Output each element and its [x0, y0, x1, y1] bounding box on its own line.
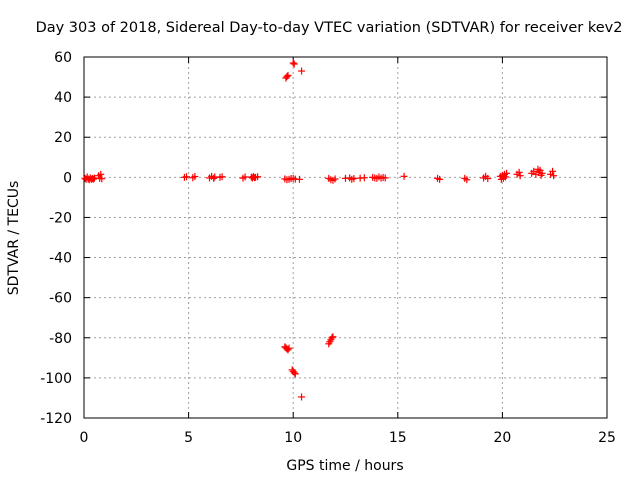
- y-tick-label: -20: [49, 210, 72, 226]
- data-point: [289, 59, 297, 67]
- data-point: [285, 344, 293, 352]
- data-point: [328, 334, 336, 342]
- data-point: [191, 173, 199, 181]
- data-point: [98, 175, 106, 183]
- y-tick-label: -120: [40, 411, 72, 427]
- y-tick-label: -40: [49, 251, 72, 267]
- y-tick-label: 40: [54, 90, 72, 106]
- data-point: [283, 73, 291, 81]
- data-point: [89, 175, 97, 183]
- data-point: [298, 393, 306, 401]
- x-tick-label: 5: [184, 430, 193, 446]
- data-point: [210, 174, 218, 182]
- x-tick-label: 20: [493, 430, 511, 446]
- data-point: [538, 169, 546, 177]
- data-point: [218, 173, 226, 181]
- data-point: [291, 370, 299, 378]
- data-point: [515, 168, 523, 176]
- data-point: [97, 170, 105, 178]
- plot-frame: [83, 56, 608, 419]
- data-point: [400, 172, 408, 180]
- x-tick-label: 0: [80, 430, 89, 446]
- x-axis-label: GPS time / hours: [286, 458, 403, 474]
- data-point: [516, 172, 524, 180]
- x-tick-label: 25: [598, 430, 616, 446]
- x-tick-label: 10: [284, 430, 302, 446]
- y-tick-label: 60: [54, 50, 72, 66]
- data-point: [436, 175, 444, 183]
- y-tick-label: 20: [54, 130, 72, 146]
- data-point: [254, 173, 262, 181]
- data-point: [360, 174, 368, 182]
- x-tick-label: 15: [389, 430, 407, 446]
- data-point: [549, 167, 557, 175]
- data-point: [381, 174, 389, 182]
- y-axis-label: SDTVAR / TECUs: [6, 181, 22, 296]
- data-point: [463, 176, 471, 184]
- data-point: [284, 346, 292, 354]
- data-point: [502, 173, 510, 181]
- data-point: [350, 175, 358, 183]
- chart-title: Day 303 of 2018, Sidereal Day-to-day VTE…: [36, 20, 623, 36]
- data-point: [298, 67, 306, 75]
- y-tick-label: -100: [40, 371, 72, 387]
- grid-layer: [84, 57, 607, 418]
- y-tick-label: 0: [63, 170, 72, 186]
- data-point: [183, 173, 191, 181]
- data-point: [295, 175, 303, 183]
- data-point: [290, 369, 298, 377]
- data-point: [484, 175, 492, 183]
- data-point: [290, 60, 298, 68]
- y-tick-label: -80: [49, 331, 72, 347]
- tick-layer: -120 -100 -80 -60 -40 -20 0 20 40 60 0 5 10 15 20 25: [40, 50, 616, 446]
- data-point: [329, 333, 337, 341]
- data-point: [284, 71, 292, 79]
- data-point: [331, 175, 339, 183]
- data-point: [550, 172, 558, 180]
- y-tick-label: -60: [49, 291, 72, 307]
- data-point: [503, 169, 511, 177]
- point-layer: [81, 59, 558, 401]
- data-point: [241, 173, 249, 181]
